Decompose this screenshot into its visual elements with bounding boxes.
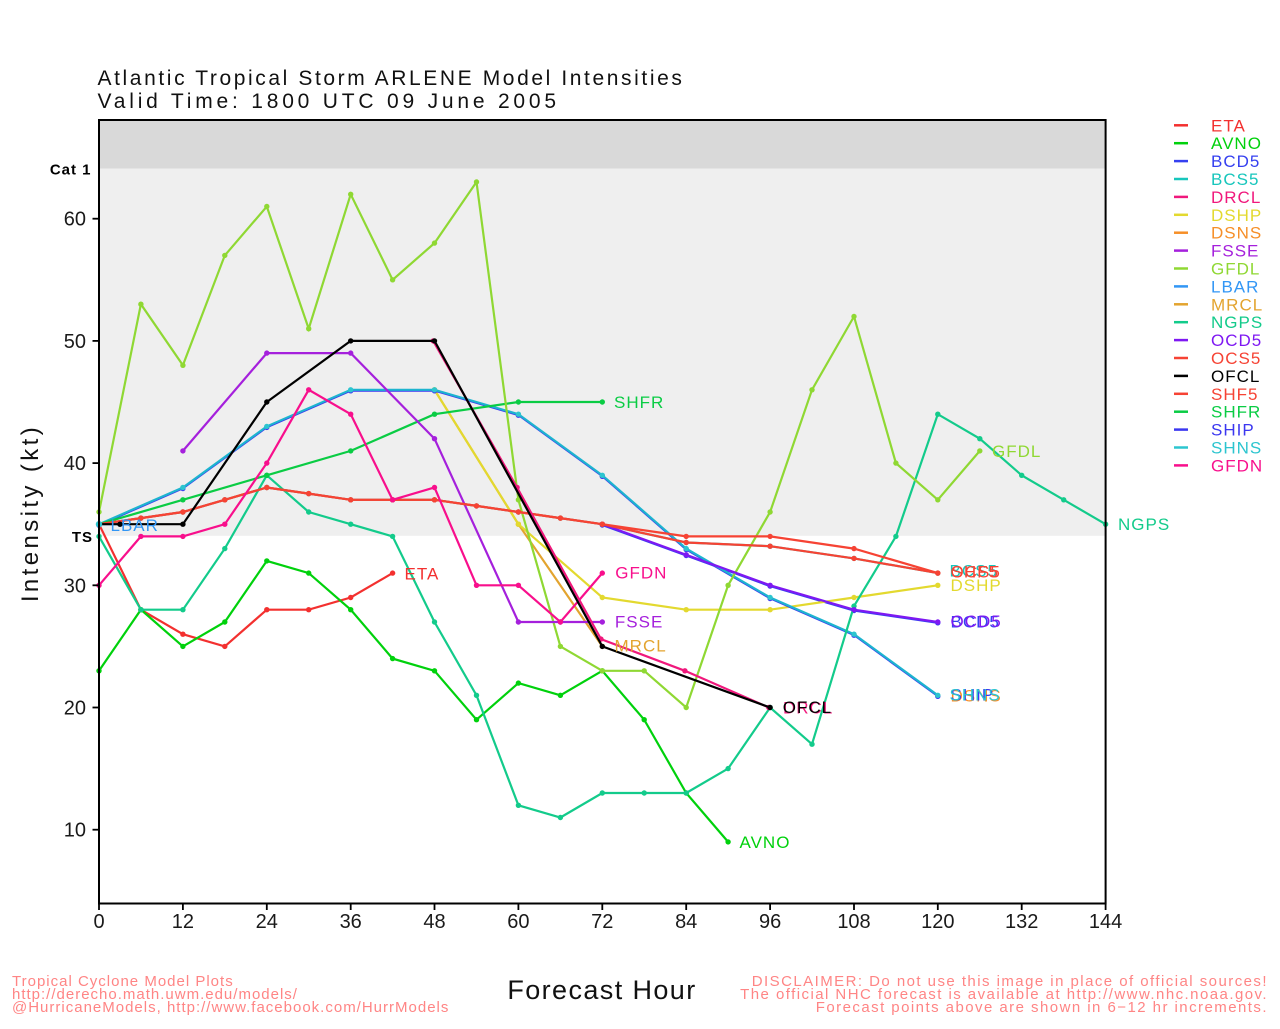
svg-text:20: 20 [64,698,86,720]
svg-text:@HurricaneModels, http://www.f: @HurricaneModels, http://www.facebook.co… [12,999,449,1016]
svg-text:FSSE: FSSE [1211,242,1259,261]
svg-text:SHIP: SHIP [951,686,995,705]
svg-text:40: 40 [64,453,86,475]
svg-text:Forecast points above are show: Forecast points above are shown in 6−12 … [816,999,1268,1016]
svg-text:DISCLAIMER: Do not use this im: DISCLAIMER: Do not use this image in pla… [752,973,1268,990]
svg-text:60: 60 [64,209,86,231]
svg-text:TS: TS [72,529,93,546]
svg-text:50: 50 [64,331,86,353]
svg-text:ETA: ETA [405,564,440,583]
svg-text:NGPS: NGPS [1211,313,1263,332]
svg-text:AVNO: AVNO [740,833,791,852]
svg-text:OFCL: OFCL [1211,367,1260,386]
svg-text:LBAR: LBAR [111,516,159,535]
svg-text:OCD5: OCD5 [1211,331,1262,350]
svg-text:OFCL: OFCL [783,698,832,717]
svg-text:BCD5: BCD5 [1211,152,1260,171]
svg-text:36: 36 [340,911,362,933]
svg-text:SHNS: SHNS [950,685,1001,704]
svg-text:Tropical Cyclone Model Plots: Tropical Cyclone Model Plots [12,973,234,990]
svg-text:72: 72 [591,911,613,933]
svg-text:SHFR: SHFR [614,393,664,412]
svg-text:60: 60 [507,911,529,933]
svg-text:SHF5: SHF5 [952,563,999,582]
svg-text:30: 30 [64,575,86,597]
svg-text:SHIP: SHIP [1211,421,1255,440]
svg-text:144: 144 [1089,911,1122,933]
svg-text:120: 120 [921,911,954,933]
svg-text:0: 0 [93,911,104,933]
svg-text:ETA: ETA [1211,116,1246,135]
svg-text:SHFR: SHFR [1211,403,1261,422]
svg-text:10: 10 [64,820,86,842]
svg-text:DSHP: DSHP [1211,206,1262,225]
svg-text:DSHP: DSHP [951,576,1002,595]
svg-text:132: 132 [1005,911,1038,933]
svg-text:OCS5: OCS5 [1211,349,1261,368]
svg-text:Cat 1: Cat 1 [50,162,92,179]
svg-text:DRCL: DRCL [1211,188,1261,207]
svg-text:GFDL: GFDL [992,442,1041,461]
svg-text:24: 24 [256,911,278,933]
svg-text:96: 96 [759,911,781,933]
svg-text:DSNS: DSNS [1211,224,1262,243]
svg-text:84: 84 [675,911,697,933]
svg-text:OCD5: OCD5 [951,612,1002,631]
svg-text:FSSE: FSSE [615,613,663,632]
svg-text:LBAR: LBAR [1211,277,1259,296]
svg-text:SHNS: SHNS [1211,439,1262,458]
svg-text:AVNO: AVNO [1211,134,1262,153]
svg-text:GFDN: GFDN [1211,456,1263,475]
svg-text:48: 48 [423,911,445,933]
svg-text:MRCL: MRCL [615,637,667,656]
svg-text:108: 108 [837,911,870,933]
svg-text:Atlantic Tropical Storm ARLENE: Atlantic Tropical Storm ARLENE Model Int… [98,67,685,90]
svg-text:NGPS: NGPS [1118,515,1170,534]
svg-text:SHF5: SHF5 [1211,385,1258,404]
svg-text:BCD5: BCD5 [951,612,1000,631]
svg-text:MRCL: MRCL [1211,295,1263,314]
svg-text:http://derecho.math.uwm.edu/mo: http://derecho.math.uwm.edu/models/ [12,986,298,1003]
svg-text:BCS5: BCS5 [1211,170,1259,189]
svg-text:Intensity (kt): Intensity (kt) [17,424,44,602]
svg-text:DRCL: DRCL [783,698,833,717]
svg-text:GFDL: GFDL [1211,260,1260,279]
svg-text:OCS5: OCS5 [951,563,1001,582]
svg-text:Valid Time: 1800 UTC 09 June 2: Valid Time: 1800 UTC 09 June 2005 [98,90,560,113]
svg-text:DSNS: DSNS [951,687,1002,706]
svg-text:BCS5: BCS5 [950,562,998,581]
svg-text:12: 12 [172,911,194,933]
svg-text:GFDN: GFDN [615,563,667,582]
svg-text:The official NHC forecast is a: The official NHC forecast is available a… [740,986,1268,1003]
svg-text:Forecast Hour: Forecast Hour [507,975,696,1005]
